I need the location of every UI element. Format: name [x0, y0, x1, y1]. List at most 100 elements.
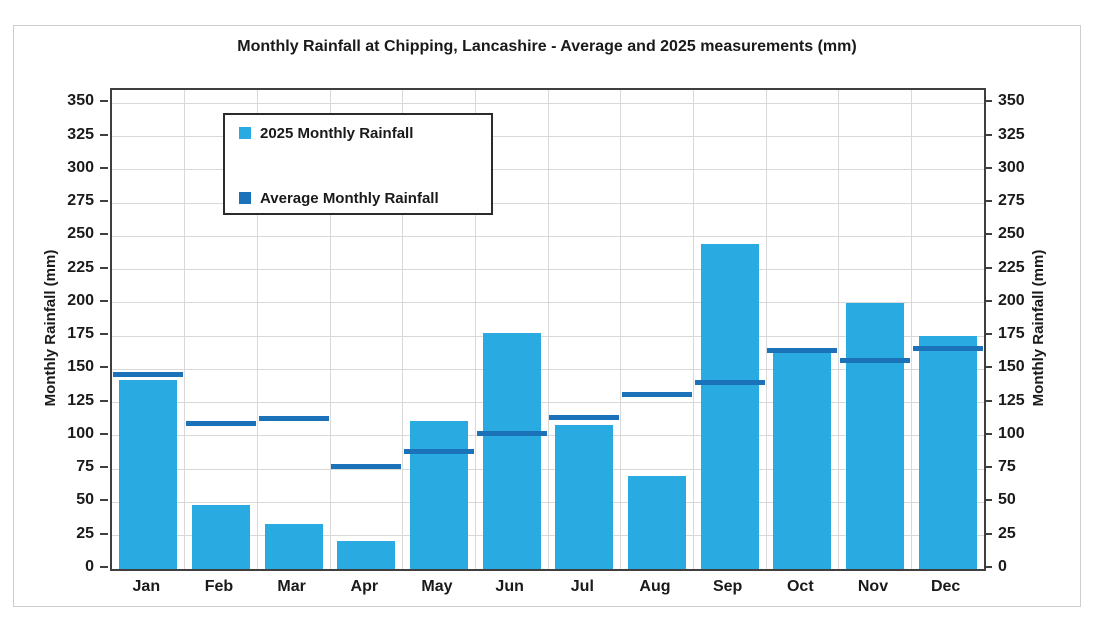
x-tick-label-feb: Feb [204, 578, 234, 595]
y-tick-label-right-300: 300 [998, 158, 1025, 176]
y-tick-left-200 [100, 299, 108, 302]
y-tick-right-300 [984, 166, 992, 169]
average-line-oct [767, 348, 838, 354]
y-tick-label-left-175: 175 [67, 325, 94, 343]
y-tick-right-350 [984, 100, 992, 103]
legend-swatch-2025-icon [239, 127, 251, 139]
v-gridline-2 [256, 90, 258, 569]
legend-box: 2025 Monthly Rainfall Average Monthly Ra… [223, 113, 493, 215]
y-tick-label-left-25: 25 [76, 524, 94, 542]
y-tick-label-left-150: 150 [67, 358, 94, 376]
y-tick-left-50 [100, 499, 108, 502]
bar-feb [191, 505, 251, 569]
bar-mar [264, 523, 323, 569]
y-tick-right-50 [984, 499, 992, 502]
y-tick-label-right-50: 50 [998, 491, 1016, 509]
average-line-jul [549, 414, 620, 420]
y-tick-label-left-75: 75 [76, 458, 94, 476]
v-gridline-4 [402, 90, 404, 569]
average-line-apr [331, 464, 402, 470]
y-tick-left-100 [100, 432, 108, 435]
y-tick-label-left-200: 200 [67, 291, 94, 309]
y-tick-label-right-0: 0 [998, 558, 1007, 575]
y-tick-label-right-25: 25 [998, 524, 1016, 542]
y-tick-label-right-75: 75 [998, 458, 1016, 476]
x-tick-label-oct: Oct [786, 578, 814, 595]
y-tick-left-300 [100, 166, 108, 169]
average-line-aug [622, 392, 692, 398]
y-tick-label-right-275: 275 [998, 192, 1025, 210]
y-tick-right-325 [984, 133, 992, 136]
y-tick-label-right-225: 225 [998, 258, 1025, 276]
x-tick-label-may: May [421, 578, 453, 595]
y-tick-right-75 [984, 466, 992, 469]
y-tick-label-right-100: 100 [998, 424, 1025, 442]
chart-title: Monthly Rainfall at Chipping, Lancashire… [237, 38, 857, 55]
y-tick-label-right-150: 150 [998, 358, 1025, 376]
y-tick-label-right-125: 125 [998, 391, 1025, 409]
y-tick-right-275 [984, 200, 992, 203]
y-tick-right-125 [984, 399, 992, 402]
average-line-nov [840, 357, 910, 363]
bar-apr [337, 541, 396, 569]
v-gridline-10 [838, 90, 840, 569]
bar-jan [119, 380, 178, 569]
y-tick-right-200 [984, 299, 992, 302]
average-line-mar [258, 416, 329, 422]
y-tick-label-left-225: 225 [67, 258, 94, 276]
x-tick-label-sep: Sep [712, 578, 743, 595]
v-gridline-1 [184, 90, 186, 569]
x-tick-label-jan: Jan [132, 578, 161, 595]
y-tick-left-75 [100, 466, 108, 469]
x-tick-label-jul: Jul [570, 578, 594, 595]
v-gridline-6 [547, 90, 549, 569]
v-gridline-8 [692, 90, 694, 569]
y-tick-right-25 [984, 532, 992, 535]
x-tick-label-dec: Dec [930, 578, 961, 595]
legend-entry-2025: 2025 Monthly Rainfall [239, 123, 413, 143]
y-axis-title-right: Monthly Rainfall (mm) [1030, 249, 1047, 407]
average-line-jun [476, 430, 547, 436]
legend-label-average: Average Monthly Rainfall [260, 189, 439, 207]
y-axis-title-left: Monthly Rainfall (mm) [42, 249, 59, 407]
y-tick-label-left-350: 350 [67, 92, 94, 110]
bar-aug [627, 475, 687, 569]
bar-oct [773, 352, 832, 569]
bar-nov [845, 302, 905, 569]
average-line-sep [694, 380, 765, 386]
y-tick-right-225 [984, 266, 992, 269]
y-tick-label-right-250: 250 [998, 225, 1025, 243]
y-tick-right-0 [984, 566, 992, 568]
y-tick-label-left-100: 100 [67, 424, 94, 442]
v-gridline-3 [329, 90, 331, 569]
y-tick-label-left-50: 50 [76, 491, 94, 509]
v-gridline-5 [474, 90, 476, 569]
y-tick-left-250 [100, 233, 108, 236]
v-gridline-7 [620, 90, 622, 569]
y-tick-left-275 [100, 200, 108, 203]
y-tick-left-325 [100, 133, 108, 136]
v-gridline-9 [765, 90, 767, 569]
average-line-feb [186, 421, 256, 427]
bar-dec [918, 336, 977, 569]
average-line-jan [113, 372, 184, 378]
y-tick-left-150 [100, 366, 108, 369]
y-tick-label-left-125: 125 [67, 391, 94, 409]
x-tick-label-mar: Mar [277, 578, 306, 595]
x-tick-label-nov: Nov [857, 578, 889, 595]
bar-sep [700, 244, 759, 569]
y-tick-label-left-325: 325 [67, 125, 94, 143]
y-tick-left-175 [100, 333, 108, 336]
bar-jul [555, 425, 614, 569]
y-tick-label-left-250: 250 [67, 225, 94, 243]
bar-may [409, 421, 469, 569]
y-tick-right-150 [984, 366, 992, 369]
x-tick-label-apr: Apr [350, 578, 379, 595]
y-tick-label-right-325: 325 [998, 125, 1025, 143]
y-tick-left-25 [100, 532, 108, 535]
x-tick-label-jun: Jun [495, 578, 524, 595]
v-gridline-11 [910, 90, 912, 569]
y-tick-label-right-175: 175 [998, 325, 1025, 343]
x-tick-label-aug: Aug [639, 578, 671, 595]
